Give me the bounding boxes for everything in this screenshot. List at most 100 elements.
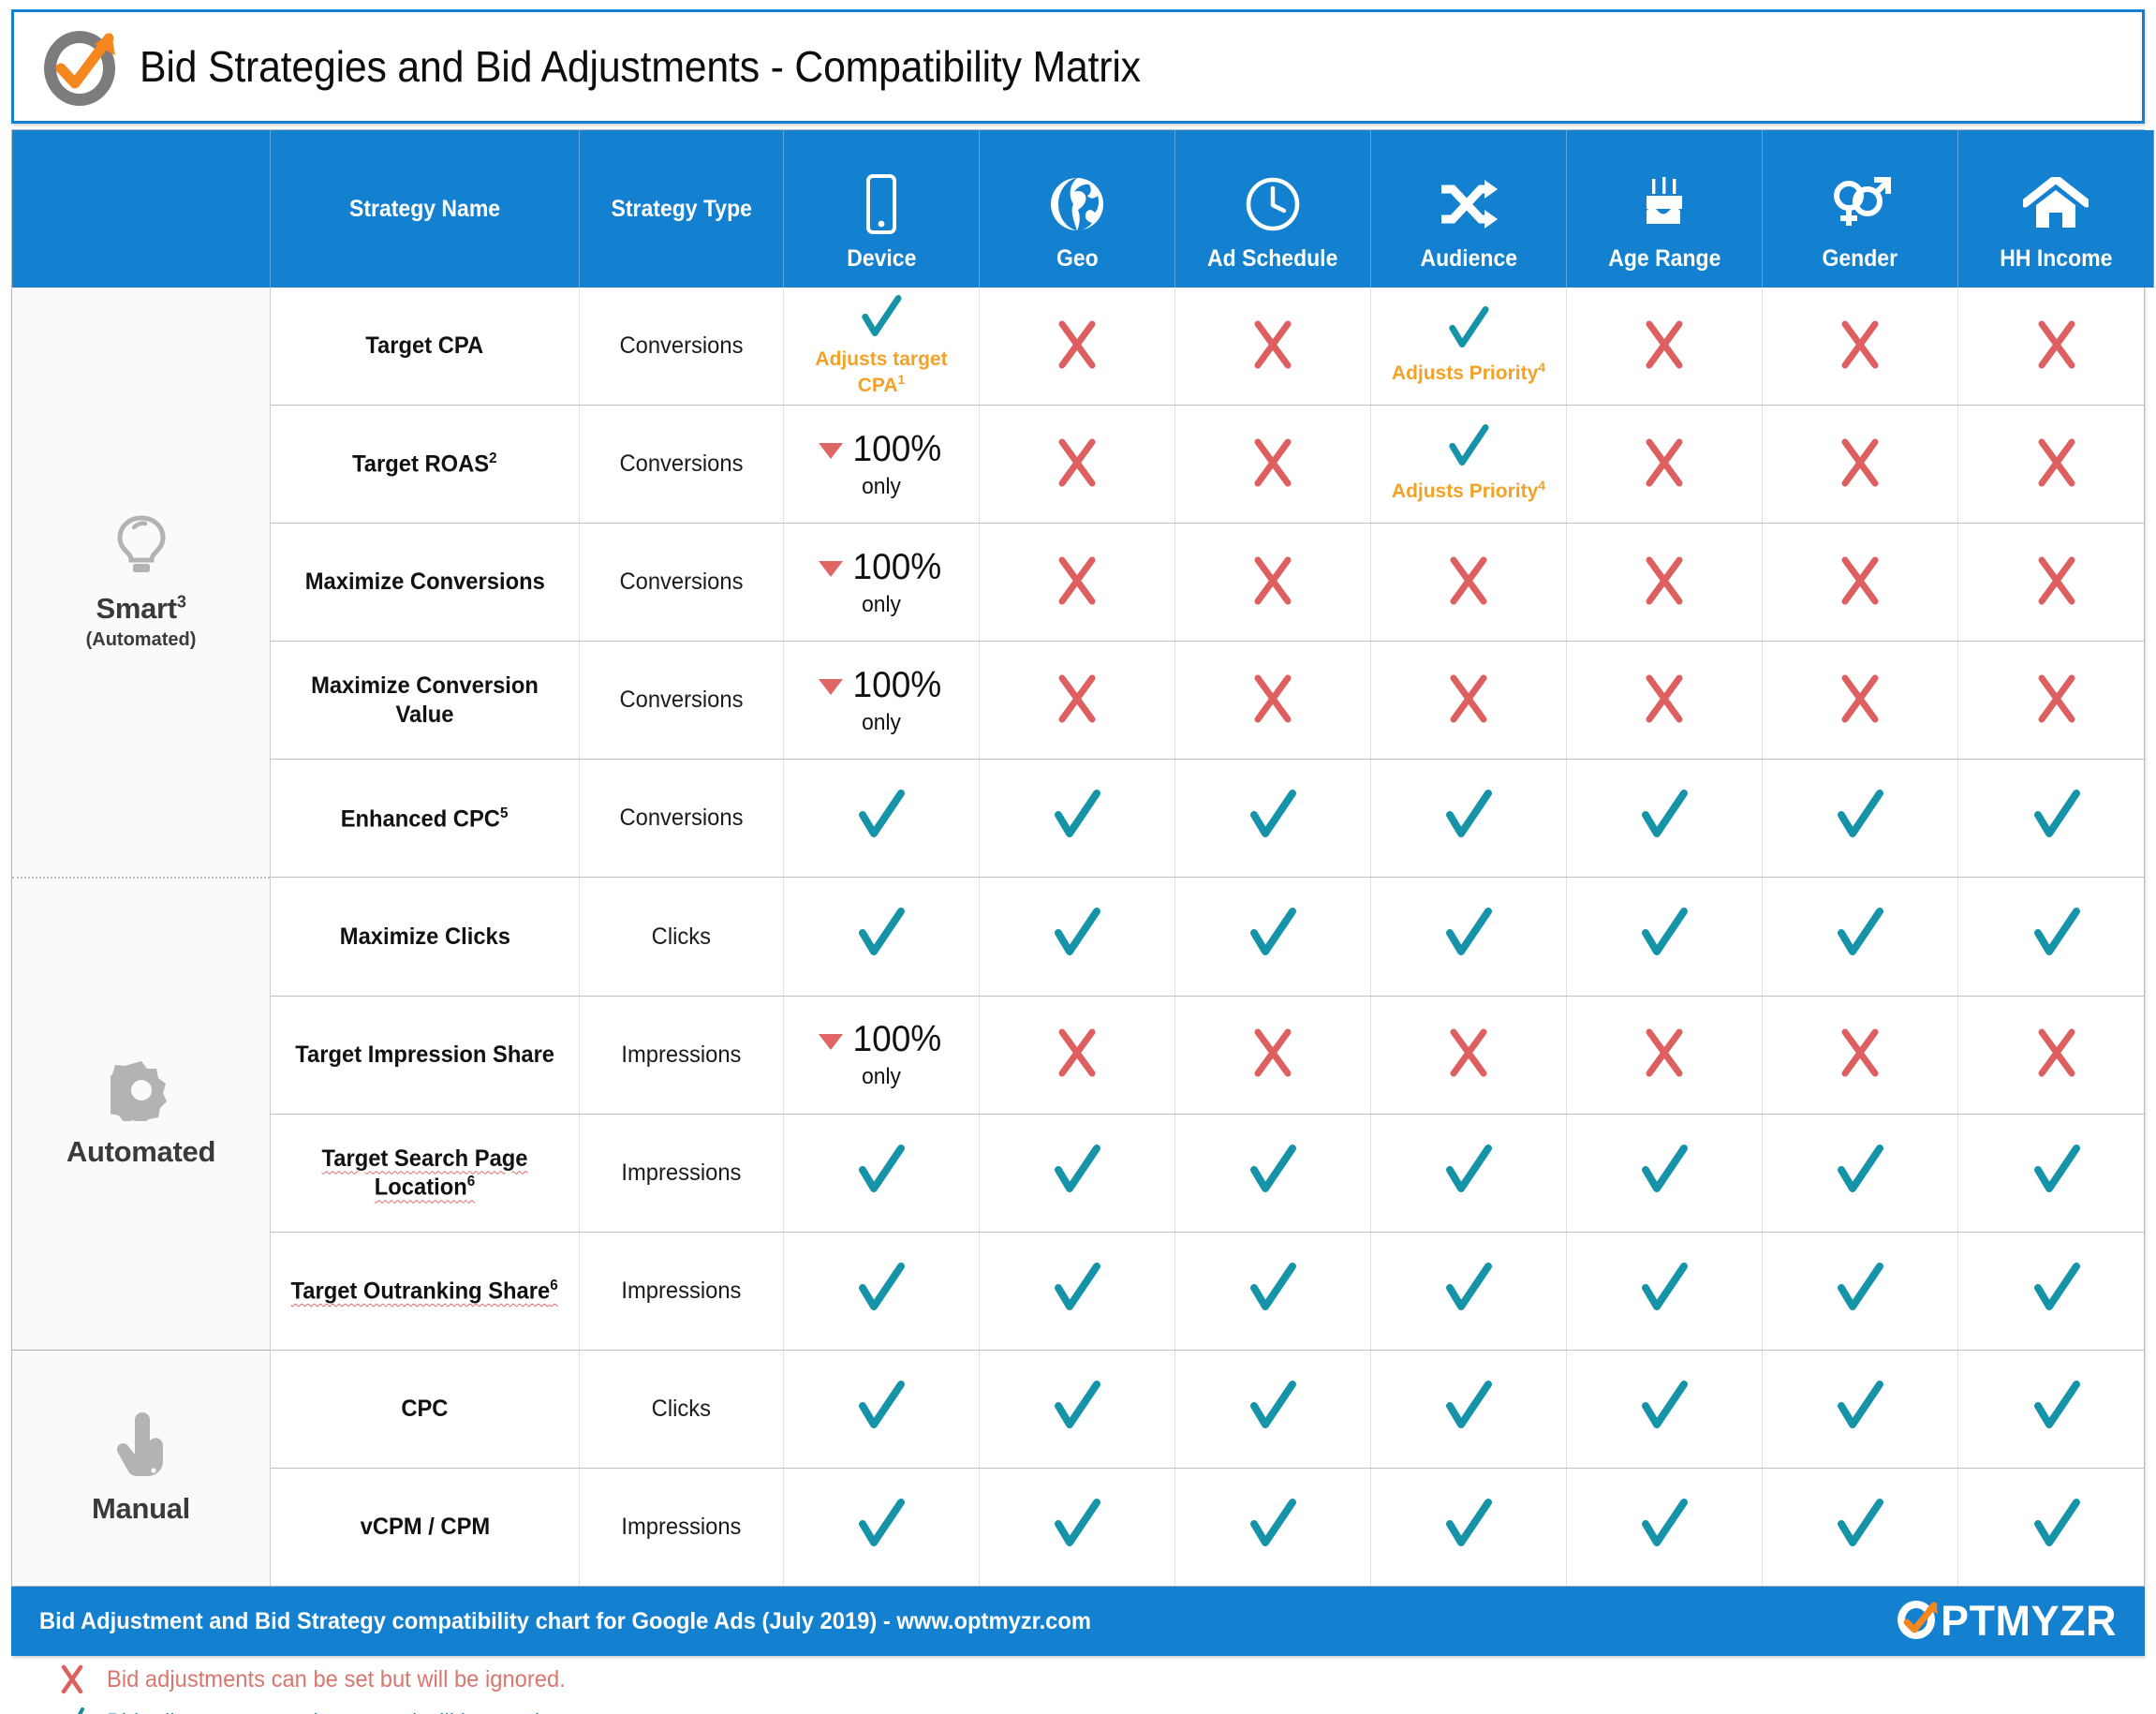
percent-qualifier: only bbox=[862, 709, 901, 735]
cross-icon bbox=[1836, 436, 1884, 492]
table-row: vCPM / CPM Impressions bbox=[271, 1468, 2144, 1587]
cell-gender bbox=[1763, 406, 1958, 524]
strategy-name-label: Target Search Page Location6 bbox=[321, 1145, 528, 1201]
cross-icon bbox=[1444, 672, 1493, 728]
check-icon bbox=[1050, 1380, 1104, 1438]
check-icon bbox=[2030, 908, 2084, 965]
table-row: CPC Clicks bbox=[271, 1350, 2144, 1469]
cell-age-range bbox=[1567, 1232, 1763, 1350]
cell-device: 100% only bbox=[784, 642, 980, 760]
strategy-type-label: Clicks bbox=[651, 923, 712, 950]
cell-geo bbox=[980, 760, 1175, 878]
percent-label: 100% bbox=[852, 664, 942, 705]
cell-ad-schedule bbox=[1175, 288, 1371, 406]
check-icon bbox=[1246, 1498, 1300, 1556]
legend-label: Bid adjustments can be set but will be i… bbox=[107, 1665, 566, 1692]
check-icon bbox=[1637, 908, 1691, 965]
cell-age-range bbox=[1567, 1114, 1763, 1232]
strategy-name-label: Maximize Conversions bbox=[304, 569, 545, 596]
cell-device bbox=[784, 1350, 980, 1468]
check-icon bbox=[1445, 305, 1492, 356]
strategy-type-cell: Impressions bbox=[580, 1468, 784, 1587]
cross-icon bbox=[1444, 1027, 1493, 1082]
check-icon bbox=[1246, 1380, 1300, 1438]
cross-icon bbox=[2032, 1027, 2081, 1082]
cell-age-range bbox=[1567, 878, 1763, 996]
check-icon bbox=[1050, 908, 1104, 965]
check-icon bbox=[1637, 1262, 1691, 1320]
cell-hh-income bbox=[1958, 524, 2154, 641]
strategy-type-label: Conversions bbox=[619, 805, 744, 832]
strategy-type-label: Impressions bbox=[621, 1513, 742, 1540]
cell-ad-schedule bbox=[1175, 1350, 1371, 1468]
cell-device: 100% only bbox=[784, 524, 980, 642]
header-strategy-type: Strategy Type bbox=[580, 130, 784, 288]
cross-icon bbox=[1248, 436, 1297, 492]
strategy-name-cell: Target ROAS2 bbox=[271, 406, 580, 524]
strategy-name-label: vCPM / CPM bbox=[360, 1514, 490, 1541]
table-row: Maximize Conversion Value Conversions 10… bbox=[271, 642, 2144, 761]
optmyzr-logo-icon bbox=[38, 23, 125, 110]
cell-audience bbox=[1371, 878, 1567, 996]
cell-gender bbox=[1763, 524, 1958, 642]
gender-symbols-icon bbox=[1829, 169, 1891, 240]
percent-label: 100% bbox=[852, 428, 942, 469]
cell-audience bbox=[1371, 524, 1567, 642]
strategy-name-label: Enhanced CPC5 bbox=[341, 805, 509, 832]
strategy-type-label: Impressions bbox=[621, 1277, 742, 1304]
cell-hh-income bbox=[1958, 1115, 2154, 1232]
check-icon bbox=[56, 1707, 88, 1714]
strategy-type-label: Clicks bbox=[651, 1395, 712, 1422]
cell-note: Adjusts target CPA1 bbox=[815, 347, 948, 396]
optmyzr-o-check-icon bbox=[1896, 1598, 1942, 1645]
cross-icon bbox=[1248, 554, 1297, 610]
cell-hh-income bbox=[1958, 878, 2154, 995]
cross-icon bbox=[1836, 1027, 1884, 1082]
strategy-type-cell: Impressions bbox=[580, 1114, 784, 1232]
globe-icon bbox=[1048, 169, 1106, 240]
strategy-name-cell: Maximize Clicks bbox=[271, 878, 580, 996]
cross-icon bbox=[1053, 318, 1101, 374]
cell-ad-schedule bbox=[1175, 1468, 1371, 1587]
strategy-type-label: Impressions bbox=[621, 1159, 742, 1186]
table-row: Target Impression Share Impressions 100%… bbox=[271, 996, 2144, 1115]
table-body: Smart3 (Automated) Automated Manual Target … bbox=[12, 288, 2144, 1587]
check-icon bbox=[854, 790, 908, 847]
header-hh-income: HH Income bbox=[1958, 130, 2154, 288]
check-icon bbox=[854, 1380, 908, 1438]
group-cell-automated: Automated bbox=[12, 878, 270, 1351]
cell-audience bbox=[1371, 642, 1567, 760]
check-icon bbox=[1441, 1262, 1496, 1320]
cell-hh-income bbox=[1958, 1233, 2154, 1350]
cell-device bbox=[784, 1114, 980, 1232]
check-icon bbox=[1050, 1498, 1104, 1556]
check-icon bbox=[2030, 1498, 2084, 1556]
cell-ad-schedule bbox=[1175, 996, 1371, 1114]
strategy-type-cell: Conversions bbox=[580, 406, 784, 524]
check-icon bbox=[854, 1262, 908, 1320]
cell-device bbox=[784, 1232, 980, 1350]
matrix-table: Strategy Name Strategy Type Device Geo bbox=[11, 129, 2154, 1587]
header-ad-schedule: Ad Schedule bbox=[1175, 130, 1371, 288]
footer-bar: Bid Adjustment and Bid Strategy compatib… bbox=[11, 1587, 2145, 1656]
cell-audience: Adjusts Priority4 bbox=[1371, 288, 1567, 406]
pointing-hand-icon bbox=[112, 1411, 170, 1483]
legend: Bid adjustments can be set but will be i… bbox=[56, 1663, 590, 1714]
cross-icon bbox=[1640, 436, 1689, 492]
strategy-name-label: Target Impression Share bbox=[295, 1041, 554, 1068]
gear-icon bbox=[102, 1059, 172, 1126]
cell-age-range bbox=[1567, 642, 1763, 760]
cross-icon bbox=[1053, 672, 1101, 728]
strategy-name-cell: Enhanced CPC5 bbox=[271, 760, 580, 878]
cell-geo bbox=[980, 1232, 1175, 1350]
table-header-row: Strategy Name Strategy Type Device Geo bbox=[12, 130, 2154, 288]
strategy-type-label: Conversions bbox=[619, 332, 744, 360]
check-icon bbox=[1441, 908, 1496, 965]
cross-icon bbox=[1248, 1027, 1297, 1082]
percent-only-value: 100% only bbox=[819, 429, 944, 500]
cross-icon bbox=[1053, 436, 1101, 492]
check-icon bbox=[2030, 790, 2084, 847]
cell-note: Adjusts Priority4 bbox=[1391, 478, 1546, 503]
check-icon bbox=[1441, 1498, 1496, 1556]
